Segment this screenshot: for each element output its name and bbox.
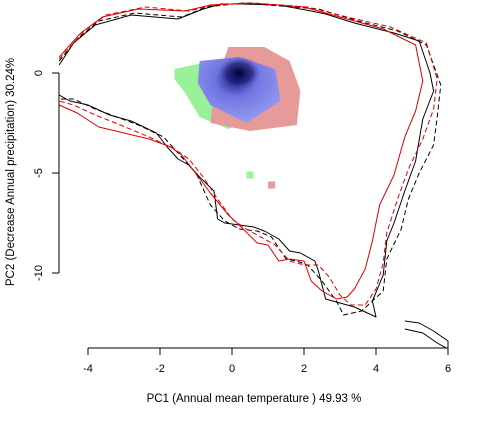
x-tick-label: -2 xyxy=(155,363,165,375)
green-outlier-cell xyxy=(246,171,254,179)
envelope-black-solid-5 xyxy=(404,320,449,348)
x-axis-ticks: -4 -2 0 2 4 6 xyxy=(83,348,451,375)
density-layer xyxy=(174,47,301,189)
y-tick-label: 0 xyxy=(33,70,45,76)
plot-area xyxy=(59,2,449,348)
envelope-layer xyxy=(59,2,449,348)
red-outlier-cell xyxy=(268,181,276,189)
envelope-black-solid-1 xyxy=(59,3,435,318)
x-axis-title: PC1 (Annual mean temperature ) 49.93 % xyxy=(147,393,362,405)
x-tick-label: 0 xyxy=(229,363,235,375)
y-tick-label: -10 xyxy=(33,265,45,281)
y-axis-ticks: 0 -5 -10 xyxy=(33,70,59,281)
density-peak xyxy=(217,56,262,90)
y-tick-label: -5 xyxy=(33,168,45,178)
y-axis-title: PC2 (Decrease Annual precipitation) 30.2… xyxy=(5,58,17,286)
x-tick-label: 2 xyxy=(301,363,307,375)
envelope-black-dashed-2 xyxy=(59,2,442,316)
x-tick-label: 4 xyxy=(373,363,379,375)
x-tick-label: -4 xyxy=(83,363,93,375)
x-tick-label: 6 xyxy=(445,363,451,375)
